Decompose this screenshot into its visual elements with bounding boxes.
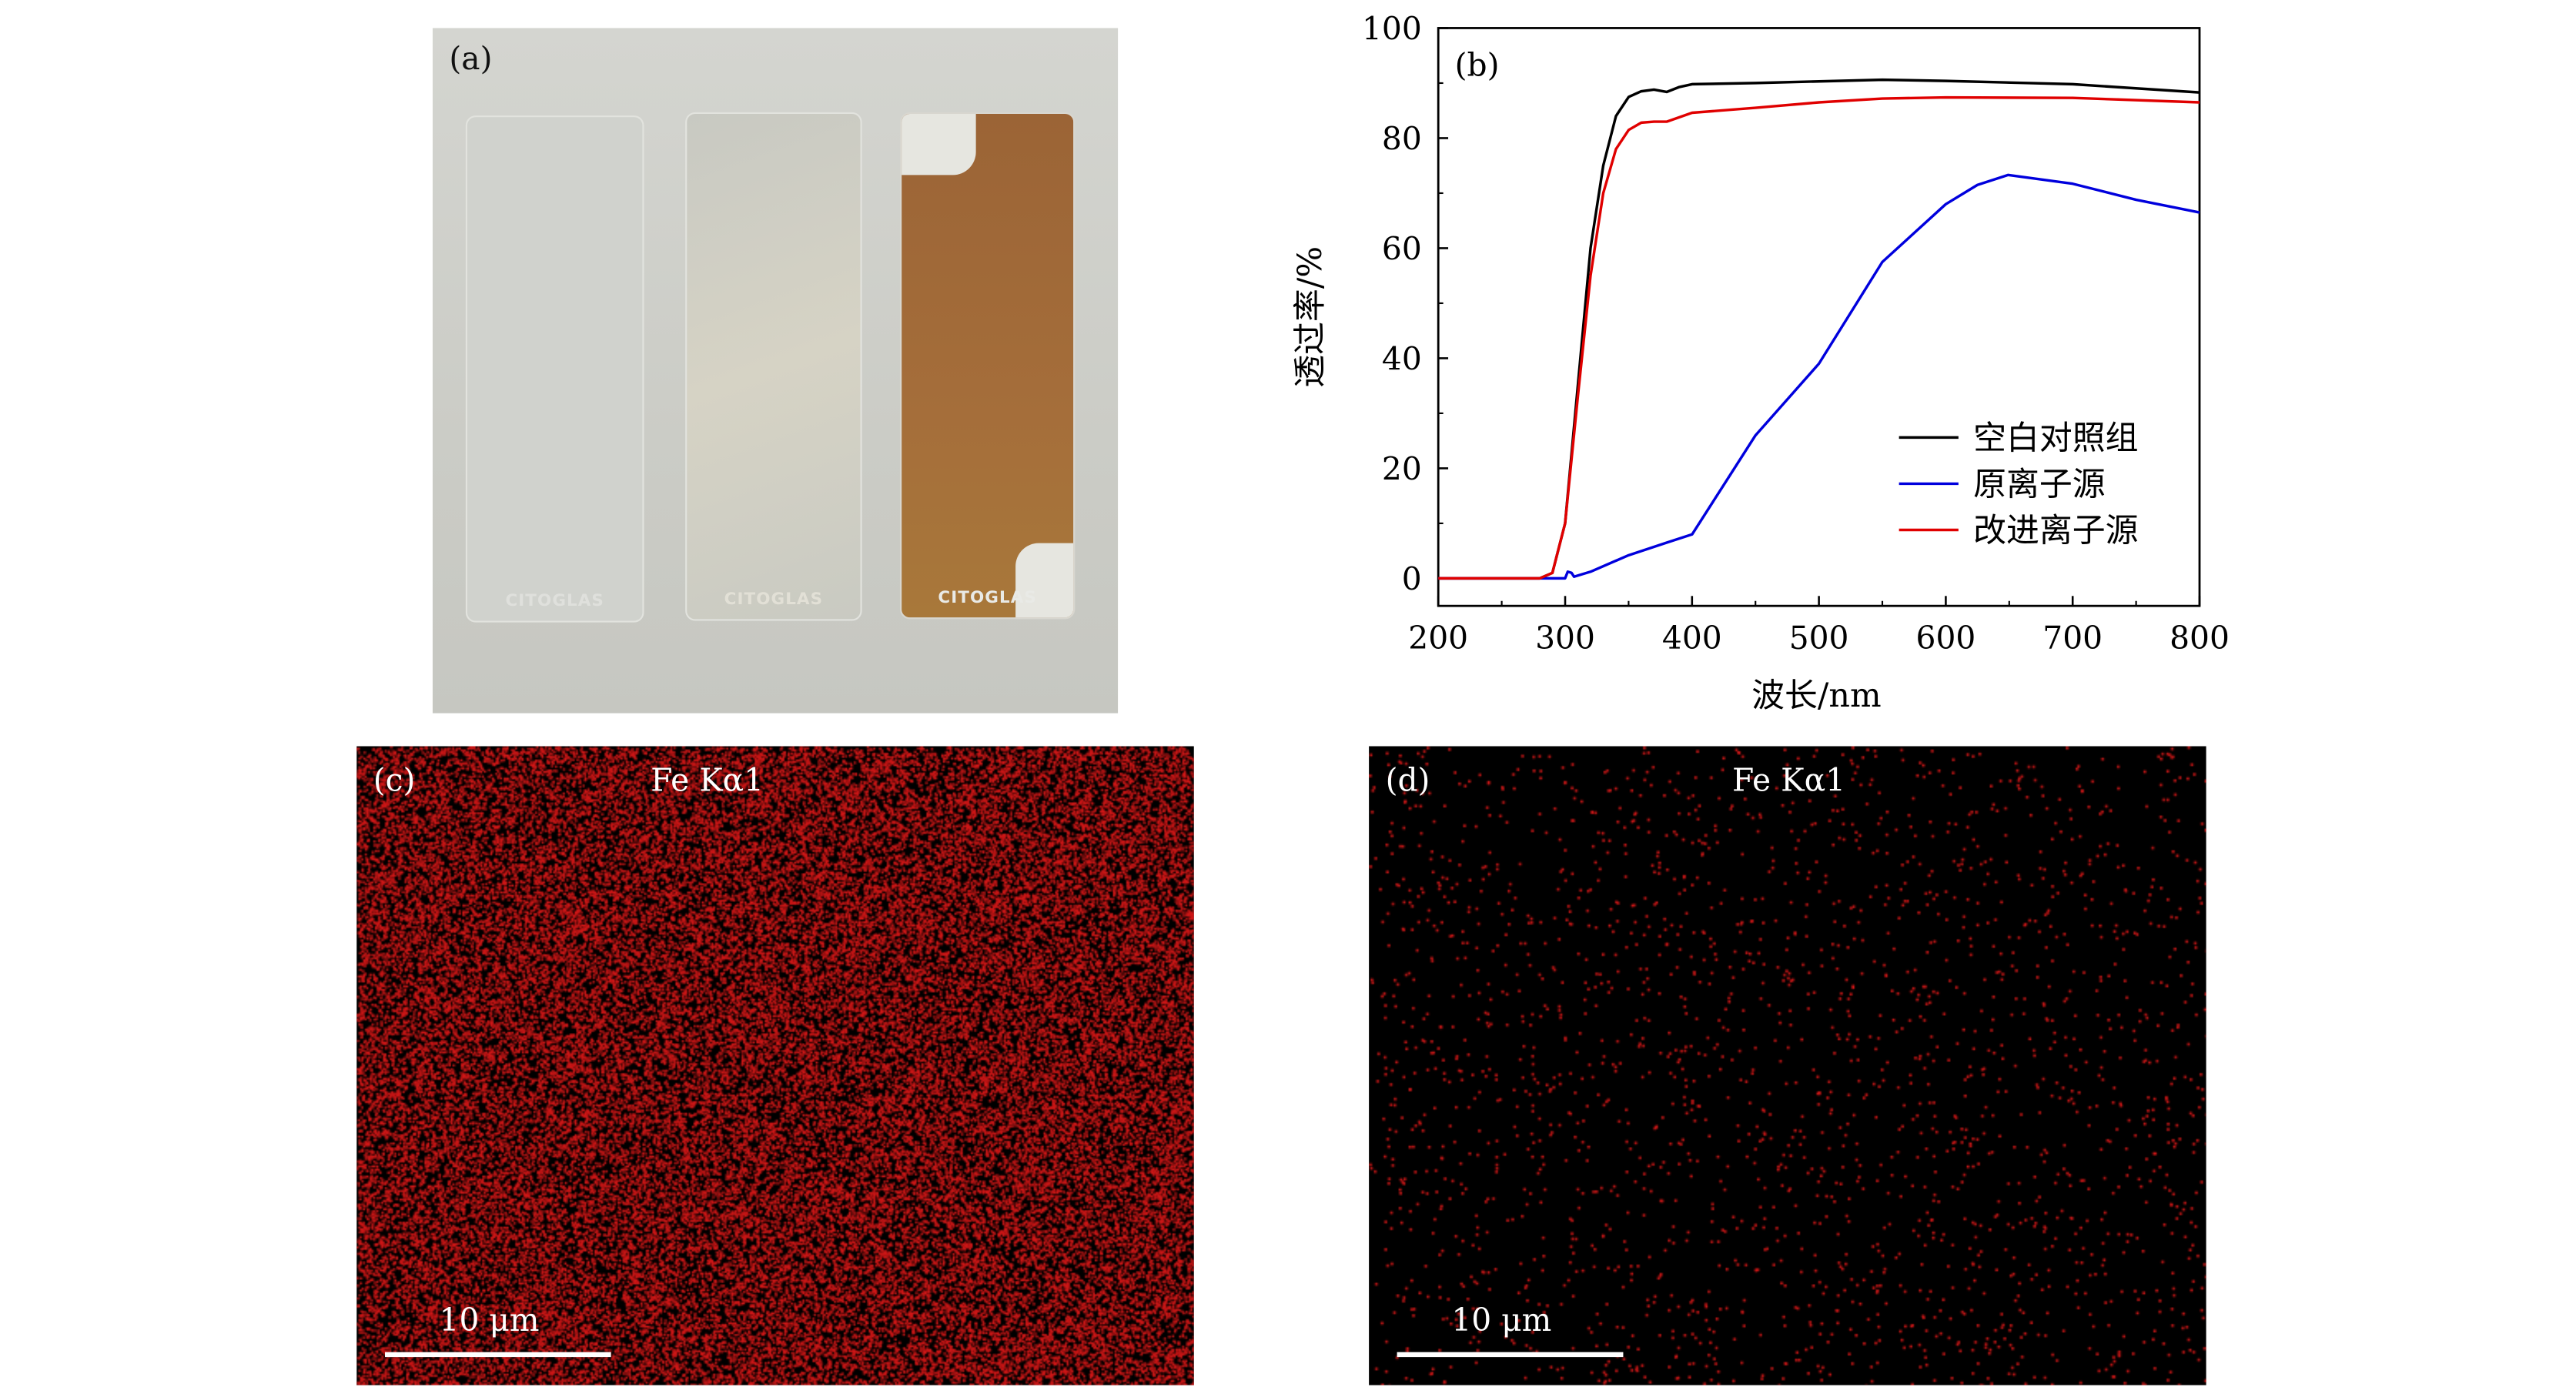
panel-b-label: (b): [1455, 47, 1500, 84]
legend-label: 原离子源: [1973, 465, 2106, 503]
scale-bar: [384, 1352, 611, 1358]
series-line-2: [1438, 173, 2200, 580]
glass-slide-original-source: CITOGLAS: [685, 112, 862, 621]
x-axis-label: 波长/nm: [1751, 677, 1881, 715]
y-axis-label: 透过率/%: [1291, 246, 1330, 388]
y-tick-label: 40: [1382, 340, 1422, 377]
panel-c-eds-map: (c) Fe Kα1 10 μm: [356, 746, 1194, 1385]
y-tick-label: 60: [1382, 230, 1422, 267]
series-line-3: [1438, 95, 2200, 580]
panel-d-scale-text: 10 μm: [1451, 1302, 1552, 1339]
glass-slide-blank: CITOGLAS: [465, 115, 644, 623]
panel-d-element: Fe Kα1: [1732, 762, 1846, 800]
plot-frame: [1437, 27, 2201, 607]
legend-label: 空白对照组: [1973, 419, 2138, 457]
y-tick-label: 20: [1382, 450, 1422, 487]
x-tick-label: 400: [1662, 620, 1722, 657]
panel-c-scale-text: 10 μm: [439, 1302, 540, 1339]
x-tick-label: 600: [1916, 620, 1976, 657]
x-tick-label: 500: [1789, 620, 1849, 657]
legend-label: 改进离子源: [1973, 512, 2138, 550]
y-tick-label: 100: [1362, 10, 1422, 47]
x-tick-label: 800: [2170, 620, 2230, 657]
panel-d-label: (d): [1385, 762, 1430, 800]
slide-brand: CITOGLAS: [938, 589, 1037, 608]
x-tick-label: 200: [1408, 620, 1468, 657]
panel-d-eds-map: (d) Fe Kα1 10 μm: [1369, 746, 2206, 1385]
panel-a-label: (a): [449, 41, 493, 78]
slide-brand: CITOGLAS: [724, 590, 824, 610]
glass-slide-improved-source: CITOGLAS: [899, 112, 1076, 620]
panel-c-label: (c): [373, 762, 416, 800]
scale-bar: [1397, 1352, 1624, 1358]
y-tick-label: 0: [1402, 560, 1422, 597]
y-tick-label: 80: [1382, 120, 1422, 157]
panel-a-photo: (a) CITOGLAS CITOGLAS CITOGLAS: [432, 28, 1119, 714]
panel-c-element: Fe Kα1: [651, 762, 764, 800]
x-tick-label: 700: [2042, 620, 2103, 657]
x-tick-label: 300: [1535, 620, 1595, 657]
transmittance-chart: 200 300 400 500 600 700 800 0 20 40 60 80 100 (b) 波长…: [1291, 10, 2230, 715]
slide-brand: CITOGLAS: [505, 593, 604, 611]
